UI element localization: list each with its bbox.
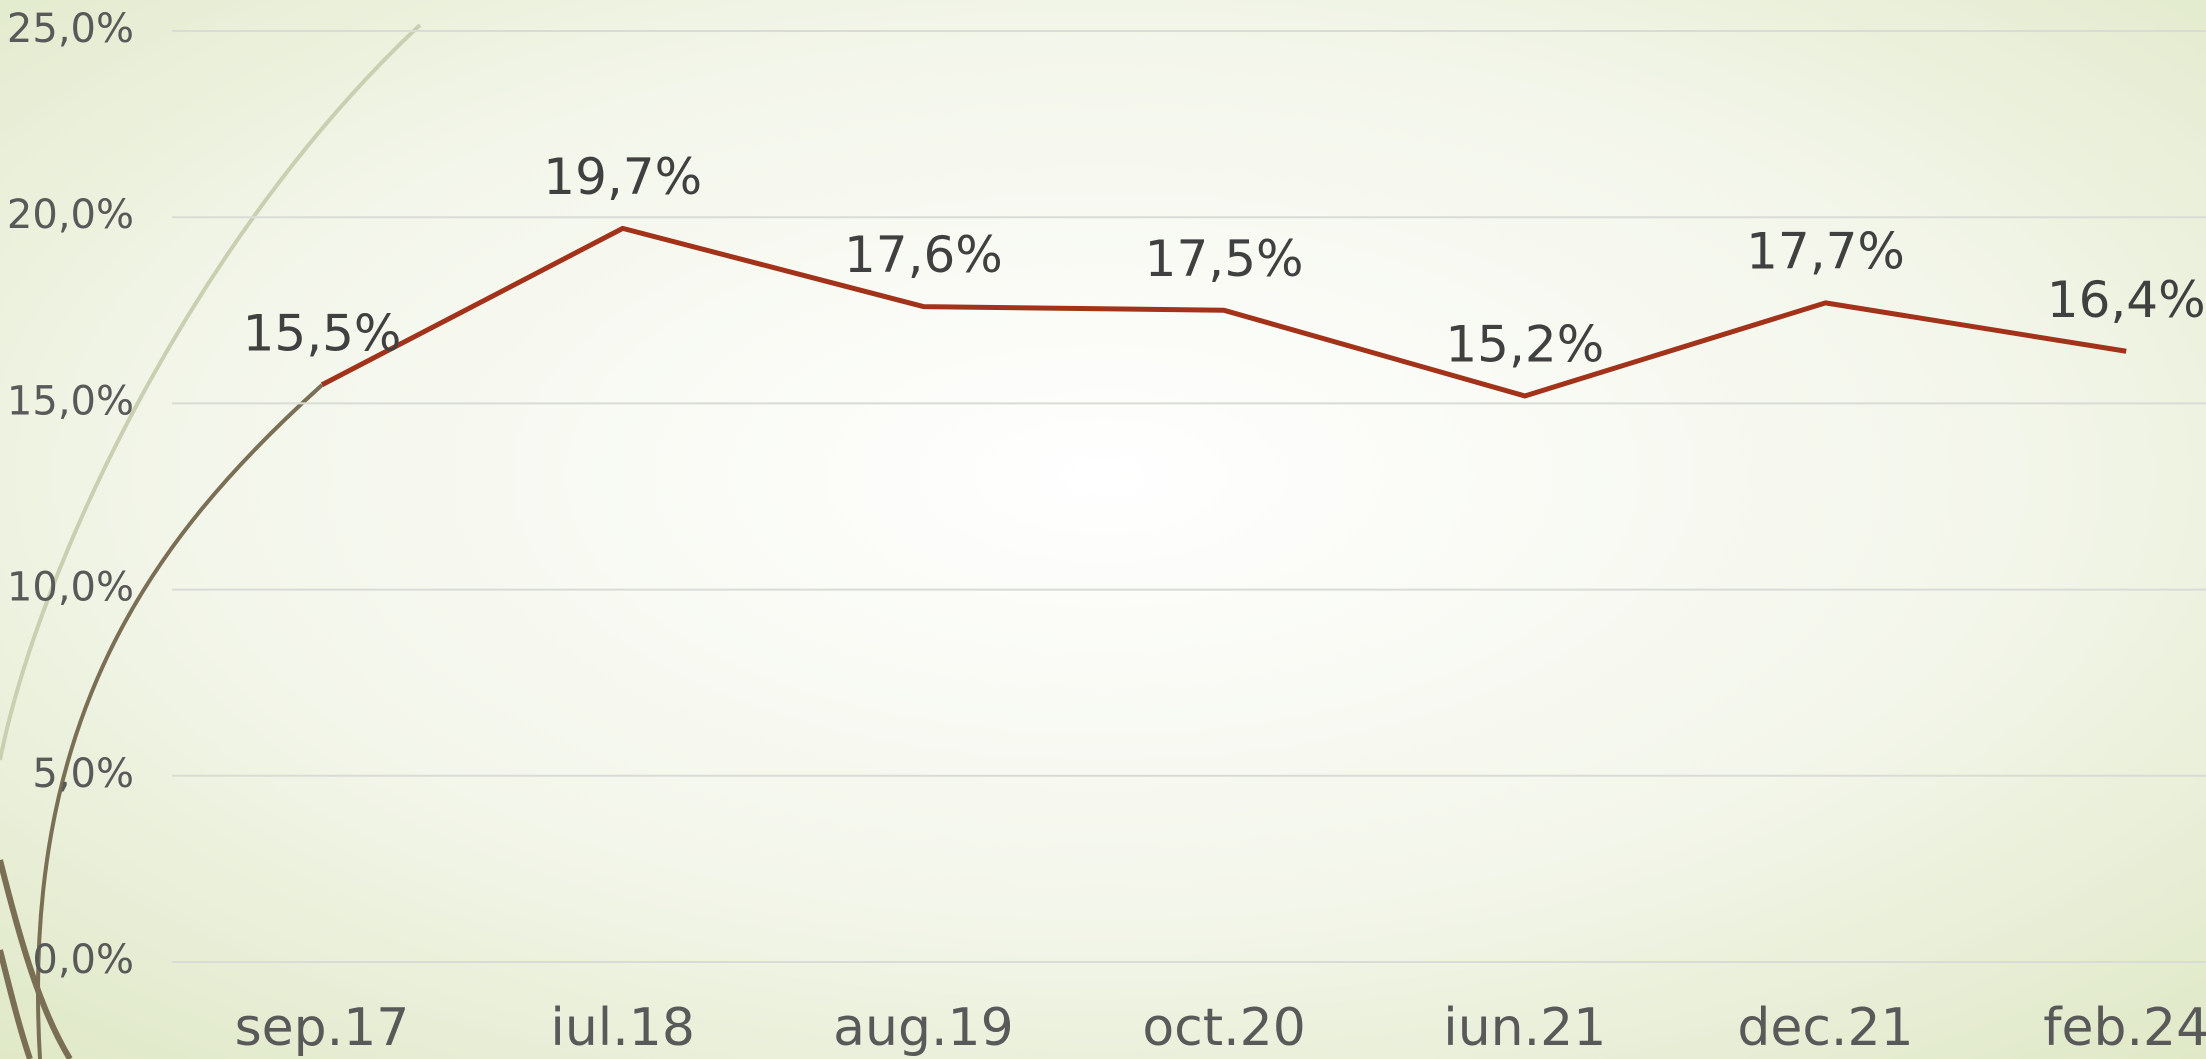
data-label: 17,5% [1145,230,1304,288]
decor-curve [0,949,33,1059]
data-label: 15,5% [243,304,402,362]
x-tick-label: iul.18 [550,998,695,1058]
data-label: 16,4% [2047,271,2206,329]
decor-curve [0,859,73,1059]
plot: 0,0% 5,0% 10,0% 15,0% 20,0% 25,0% sep.17 iul.18… [7,6,2206,1058]
y-tick-label: 25,0% [7,6,134,52]
line [320,225,2127,399]
x-tick-label: oct.20 [1142,998,1306,1058]
x-tick-label: feb.24 [2043,998,2206,1058]
decor-curve [35,383,324,1059]
x-tick-label: sep.17 [235,998,410,1058]
data-label: 17,7% [1746,222,1905,280]
y-tick-label: 0,0% [32,937,134,983]
y-tick-label: 20,0% [7,192,134,238]
y-tick-label: 10,0% [7,565,134,611]
data-label: 17,6% [844,226,1003,284]
x-tick-label: dec.21 [1737,998,1913,1058]
x-tick-label: aug.19 [833,998,1014,1058]
data-label: 19,7% [543,148,702,206]
y-tick-label: 5,0% [32,751,134,797]
x-tick-label: iun.21 [1443,998,1606,1058]
data-label: 15,2% [1445,315,1604,373]
y-tick-label: 15,0% [7,378,134,424]
decor-curve [0,23,422,761]
